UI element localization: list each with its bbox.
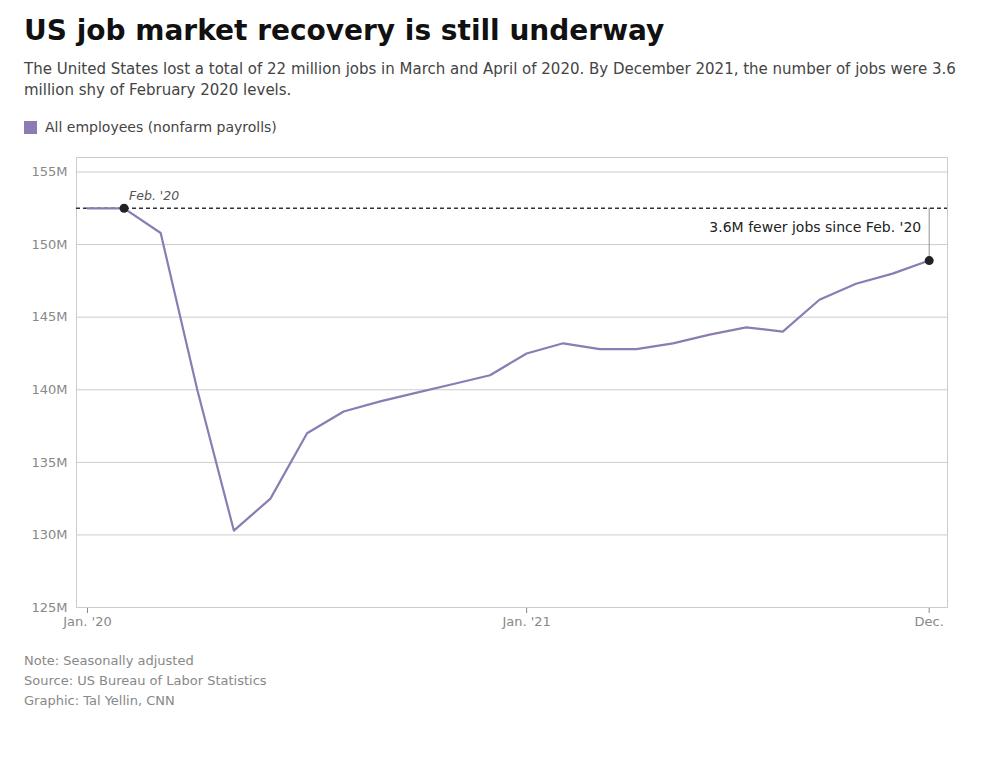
svg-text:Jan. '20: Jan. '20 (62, 614, 111, 629)
html-text:US job market recovery is stil: US job market recovery is still underway (24, 14, 665, 47)
svg-text:Jan. '21: Jan. '21 (501, 614, 550, 629)
html-text:All employees (nonfarm payroll: All employees (nonfarm payrolls) (45, 119, 277, 135)
html-text:Source: US Bureau of Labor Sta: Source: US Bureau of Labor Statistics (24, 673, 267, 689)
svg-text:150M: 150M (31, 237, 67, 252)
html-text:Graphic: Tal Yellin, CNN: Graphic: Tal Yellin, CNN (24, 693, 175, 709)
svg-text:Feb. '20: Feb. '20 (129, 188, 179, 203)
svg-text:135M: 135M (31, 454, 67, 469)
svg-text:155M: 155M (31, 164, 67, 179)
svg-text:140M: 140M (31, 382, 67, 397)
html-text:The United States lost a total: The United States lost a total of 22 mil… (24, 60, 956, 99)
svg-text:125M: 125M (31, 600, 67, 615)
svg-text:Dec.: Dec. (915, 614, 944, 629)
svg-text:130M: 130M (31, 527, 67, 542)
html-text:Note: Seasonally adjusted: Note: Seasonally adjusted (24, 653, 194, 668)
svg-text:3.6M fewer jobs since Feb. '20: 3.6M fewer jobs since Feb. '20 (709, 219, 921, 235)
svg-text:145M: 145M (31, 309, 67, 324)
